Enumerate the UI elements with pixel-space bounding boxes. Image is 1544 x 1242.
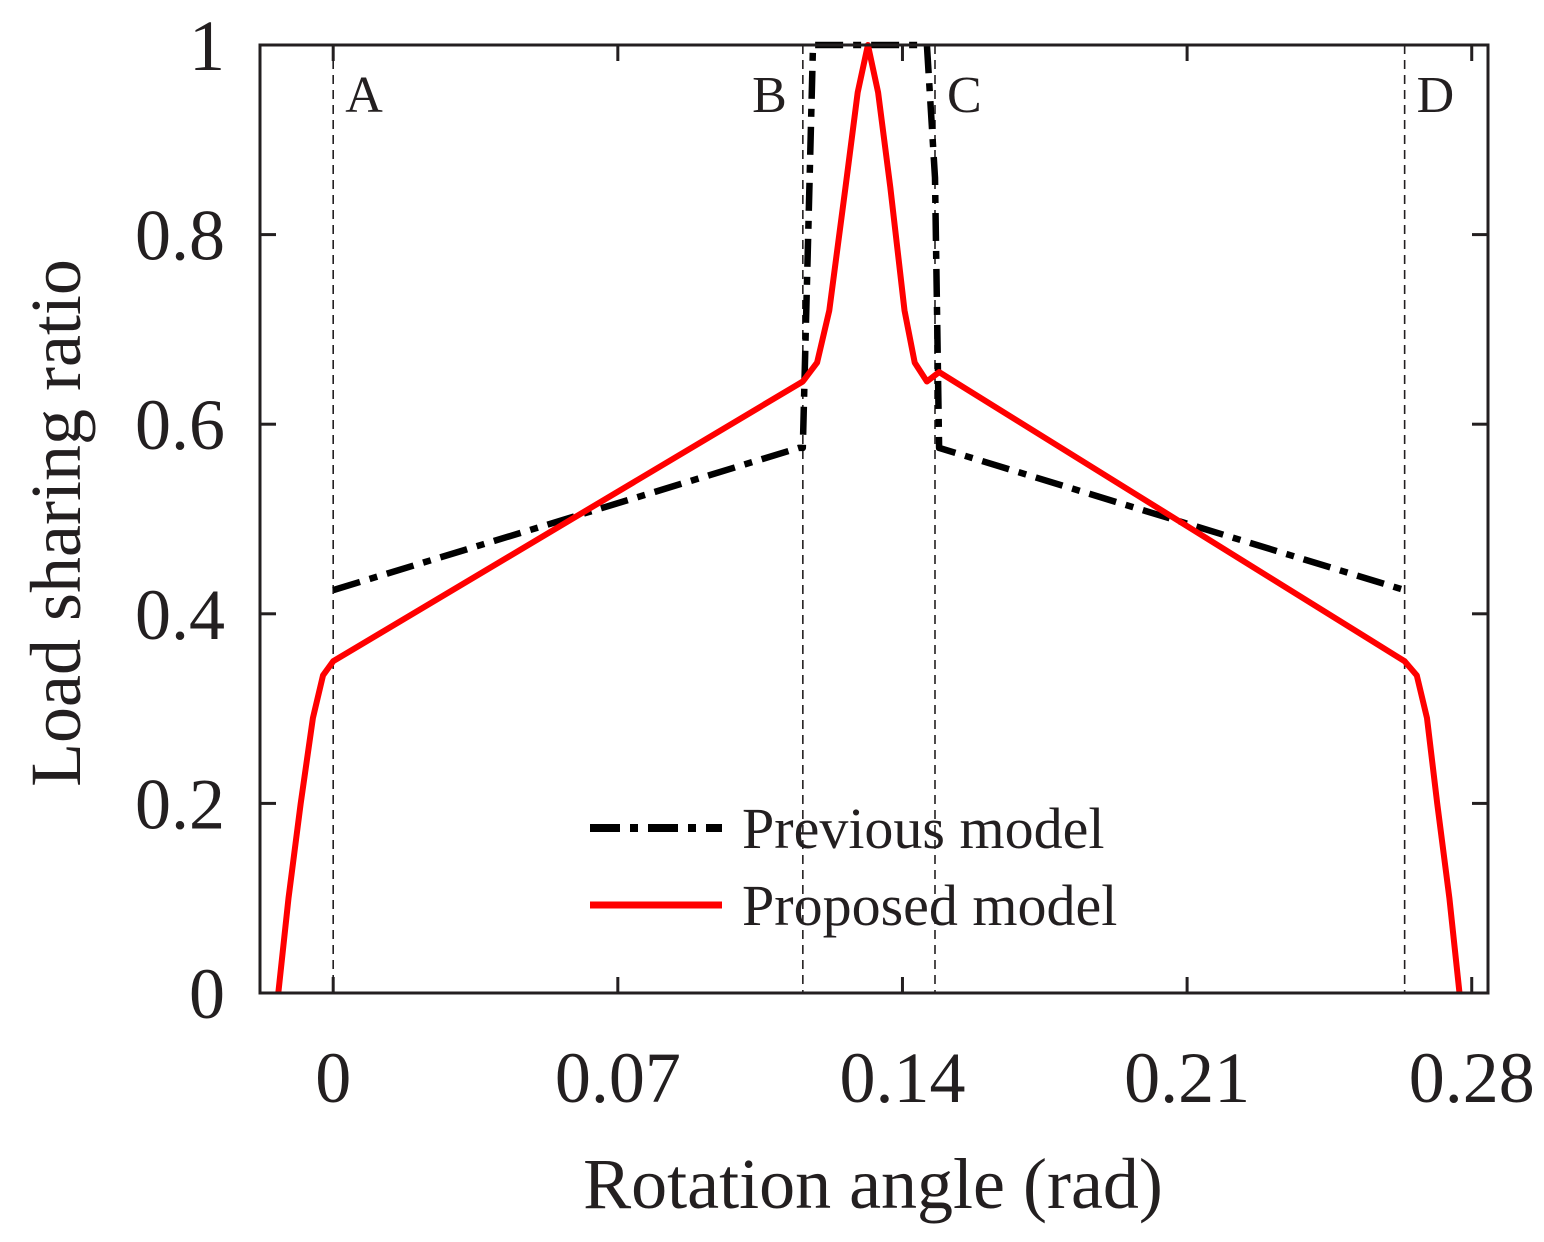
region-label-a: A xyxy=(345,67,383,124)
y-tick-label: 0.2 xyxy=(135,764,225,844)
axis-ticks: 0 0.07 0.14 0.21 0.28 0 0.2 0.4 0.6 0.8 1 xyxy=(135,6,1535,1118)
x-tick-label: 0.07 xyxy=(555,1038,681,1118)
y-tick-label: 1 xyxy=(189,6,225,86)
series-layer xyxy=(275,41,1463,994)
legend: Previous model Proposed model xyxy=(590,796,1117,938)
y-tick-label: 0.4 xyxy=(135,575,225,655)
region-label-d: D xyxy=(1417,67,1455,124)
x-axis-title: Rotation angle (rad) xyxy=(583,1144,1163,1224)
x-tick-label: 0 xyxy=(315,1038,351,1118)
series-line-proposed-model xyxy=(275,42,1463,994)
series-line-previous-model xyxy=(332,41,1406,594)
region-labels: A B C D xyxy=(345,67,1454,124)
region-label-b: B xyxy=(752,67,787,124)
y-tick-label: 0 xyxy=(189,954,225,1034)
y-tick-label: 0.8 xyxy=(135,196,225,276)
x-tick-label: 0.28 xyxy=(1409,1038,1535,1118)
y-tick-label: 0.6 xyxy=(135,385,225,465)
region-boundary-lines xyxy=(332,45,1406,993)
x-tick-label: 0.21 xyxy=(1124,1038,1250,1118)
x-tick-label: 0.14 xyxy=(839,1038,965,1118)
y-axis-title: Load sharing ratio xyxy=(16,259,96,787)
plot-frame xyxy=(258,43,1490,995)
legend-label-previous: Previous model xyxy=(742,796,1104,861)
legend-label-proposed: Proposed model xyxy=(742,873,1117,938)
region-label-c: C xyxy=(947,67,982,124)
